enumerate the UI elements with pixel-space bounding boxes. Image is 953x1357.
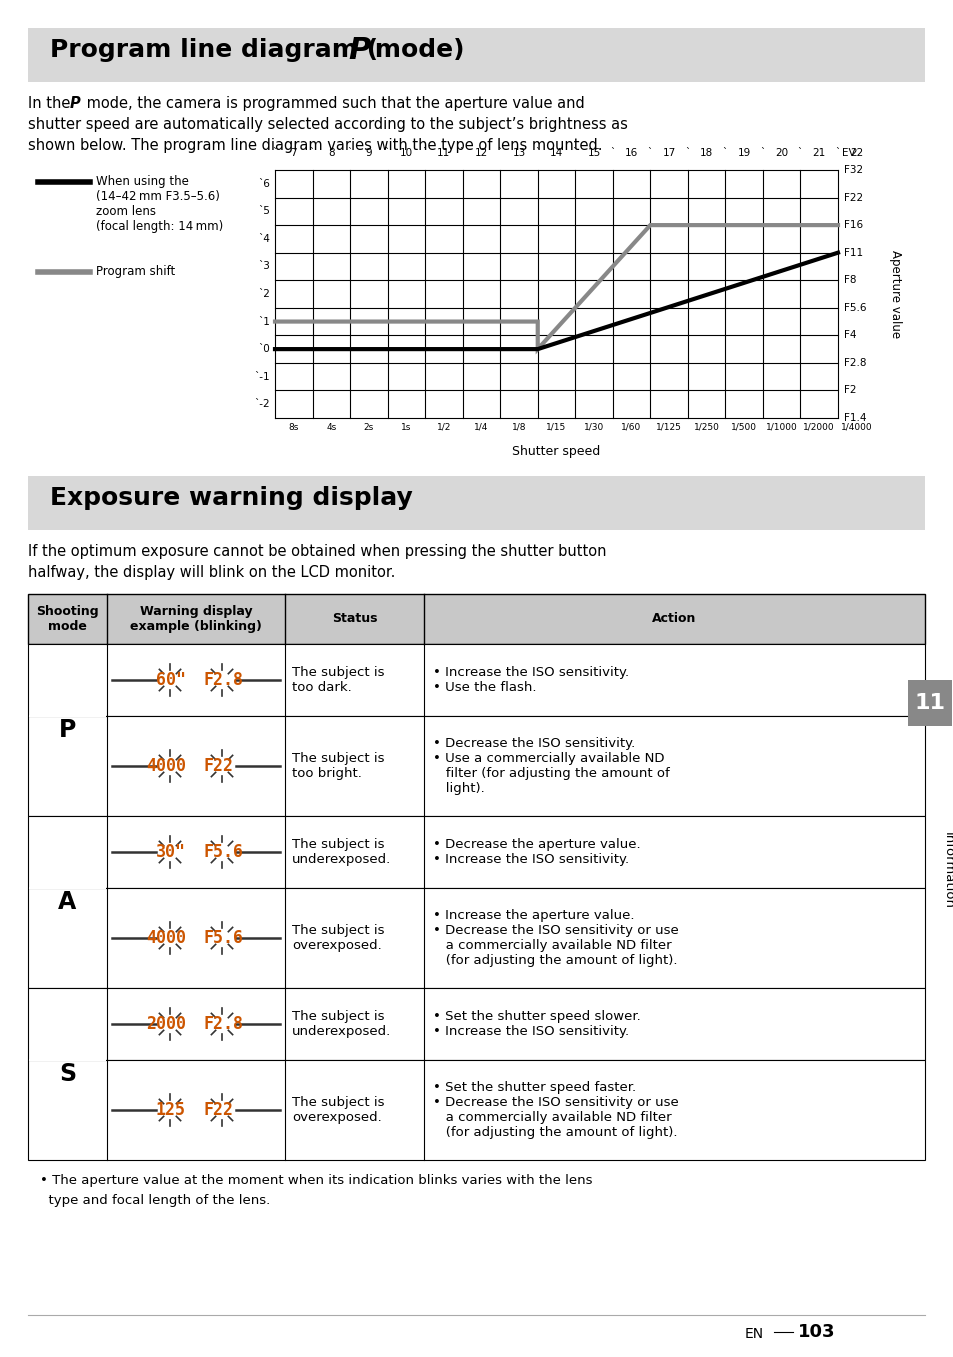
Text: P: P	[59, 718, 76, 742]
Bar	[29, 1058, 106, 1061]
Text: Action: Action	[652, 612, 696, 626]
Text: mode): mode)	[366, 38, 464, 62]
Text: 4000: 4000	[146, 930, 186, 947]
Text: 7: 7	[290, 148, 296, 157]
Text: type and focal length of the lens.: type and focal length of the lens.	[40, 1194, 270, 1206]
Text: 4s: 4s	[326, 423, 336, 432]
Text: 11: 11	[436, 148, 450, 157]
Text: `: `	[309, 148, 314, 157]
Text: `: `	[834, 148, 839, 157]
Text: • The aperture value at the moment when its indication blinks varies with the le: • The aperture value at the moment when …	[40, 1174, 592, 1187]
Text: `6: `6	[258, 179, 270, 189]
Text: 1/2: 1/2	[436, 423, 451, 432]
Text: • Increase the aperture value.
• Decrease the ISO sensitivity or use
   a commer: • Increase the aperture value. • Decreas…	[433, 909, 678, 968]
Text: `2: `2	[258, 289, 270, 299]
Text: F2.8: F2.8	[843, 358, 865, 368]
Text: `: `	[272, 148, 276, 157]
Text: `: `	[647, 148, 652, 157]
Text: Information: Information	[941, 832, 953, 908]
Text: 125: 125	[156, 1101, 186, 1120]
Text: F2.8: F2.8	[204, 670, 244, 689]
Bar	[28, 988, 924, 1060]
Bar	[29, 887, 106, 889]
Text: Shooting
mode: Shooting mode	[36, 605, 99, 632]
Text: 19: 19	[737, 148, 750, 157]
Text: The subject is
overexposed.: The subject is overexposed.	[292, 1096, 384, 1124]
Text: 20: 20	[775, 148, 787, 157]
Text: `: `	[684, 148, 689, 157]
Text: Warning display
example (blinking): Warning display example (blinking)	[130, 605, 262, 632]
Text: `4: `4	[258, 233, 270, 244]
Text: 1/250: 1/250	[693, 423, 719, 432]
Bar	[274, 170, 837, 418]
Text: The subject is
underexposed.: The subject is underexposed.	[292, 1010, 391, 1038]
Text: 1s: 1s	[401, 423, 411, 432]
Text: • Decrease the ISO sensitivity.
• Use a commercially available ND
   filter (for: • Decrease the ISO sensitivity. • Use a …	[433, 737, 669, 795]
Text: 10: 10	[399, 148, 413, 157]
Text: If the optimum exposure cannot be obtained when pressing the shutter button: If the optimum exposure cannot be obtain…	[28, 544, 606, 559]
Text: `-2: `-2	[254, 399, 270, 410]
Text: 8s: 8s	[288, 423, 298, 432]
Text: `: `	[572, 148, 577, 157]
Text: The subject is
too bright.: The subject is too bright.	[292, 752, 384, 780]
Bar	[28, 887, 924, 988]
Text: EN: EN	[744, 1327, 763, 1341]
Text: • Decrease the aperture value.
• Increase the ISO sensitivity.: • Decrease the aperture value. • Increas…	[433, 839, 640, 866]
Text: P: P	[348, 37, 370, 65]
Text: 13: 13	[512, 148, 525, 157]
Text: F22: F22	[204, 757, 233, 775]
Text: 1/4000: 1/4000	[841, 423, 872, 432]
Text: The subject is
overexposed.: The subject is overexposed.	[292, 924, 384, 953]
Bar	[28, 645, 924, 716]
Bar	[28, 28, 924, 81]
Text: 14: 14	[549, 148, 562, 157]
Text: 1/4: 1/4	[474, 423, 488, 432]
Text: 1/500: 1/500	[730, 423, 757, 432]
Text: 12: 12	[475, 148, 488, 157]
Text: 8: 8	[328, 148, 335, 157]
Text: 1/2000: 1/2000	[802, 423, 834, 432]
Text: 1/125: 1/125	[656, 423, 681, 432]
Text: F5.6: F5.6	[204, 930, 244, 947]
Text: `: `	[535, 148, 539, 157]
Text: `1: `1	[258, 316, 270, 327]
Text: 2000: 2000	[146, 1015, 186, 1033]
Text: In the: In the	[28, 96, 75, 111]
Text: 2s: 2s	[363, 423, 374, 432]
Text: 15: 15	[587, 148, 600, 157]
Text: Status: Status	[332, 612, 376, 626]
Bar	[28, 716, 924, 816]
Text: 11: 11	[914, 693, 944, 712]
Text: `: `	[760, 148, 764, 157]
Text: • Increase the ISO sensitivity.
• Use the flash.: • Increase the ISO sensitivity. • Use th…	[433, 666, 628, 693]
Text: F5.6: F5.6	[843, 303, 865, 312]
Text: F2: F2	[843, 385, 856, 395]
Text: mode, the camera is programmed such that the aperture value and: mode, the camera is programmed such that…	[82, 96, 584, 111]
Text: 4000: 4000	[146, 757, 186, 775]
Text: F1.4: F1.4	[843, 413, 865, 423]
Text: F4: F4	[843, 330, 856, 341]
Text: Aperture value: Aperture value	[888, 250, 902, 338]
Text: EV: EV	[841, 148, 855, 157]
Text: Exposure warning display: Exposure warning display	[50, 486, 413, 510]
Text: The subject is
too dark.: The subject is too dark.	[292, 666, 384, 693]
Text: F8: F8	[843, 275, 856, 285]
Text: `3: `3	[258, 262, 270, 271]
Text: 1/60: 1/60	[620, 423, 641, 432]
Text: `5: `5	[258, 206, 270, 216]
Text: 21: 21	[812, 148, 825, 157]
Text: F22: F22	[843, 193, 862, 202]
Text: shutter speed are automatically selected according to the subject’s brightness a: shutter speed are automatically selected…	[28, 117, 627, 132]
Text: F16: F16	[843, 220, 862, 231]
Text: 1/1000: 1/1000	[765, 423, 797, 432]
Text: F32: F32	[843, 166, 862, 175]
Text: F11: F11	[843, 248, 862, 258]
Text: 18: 18	[700, 148, 713, 157]
Text: 17: 17	[661, 148, 675, 157]
Bar	[907, 680, 951, 726]
Bar	[29, 715, 106, 716]
Text: The subject is
underexposed.: The subject is underexposed.	[292, 839, 391, 866]
Text: `0: `0	[258, 345, 270, 354]
Text: When using the
(14–42 mm F3.5–5.6)
zoom lens
(focal length: 14 mm): When using the (14–42 mm F3.5–5.6) zoom …	[96, 175, 223, 233]
Text: 22: 22	[849, 148, 862, 157]
